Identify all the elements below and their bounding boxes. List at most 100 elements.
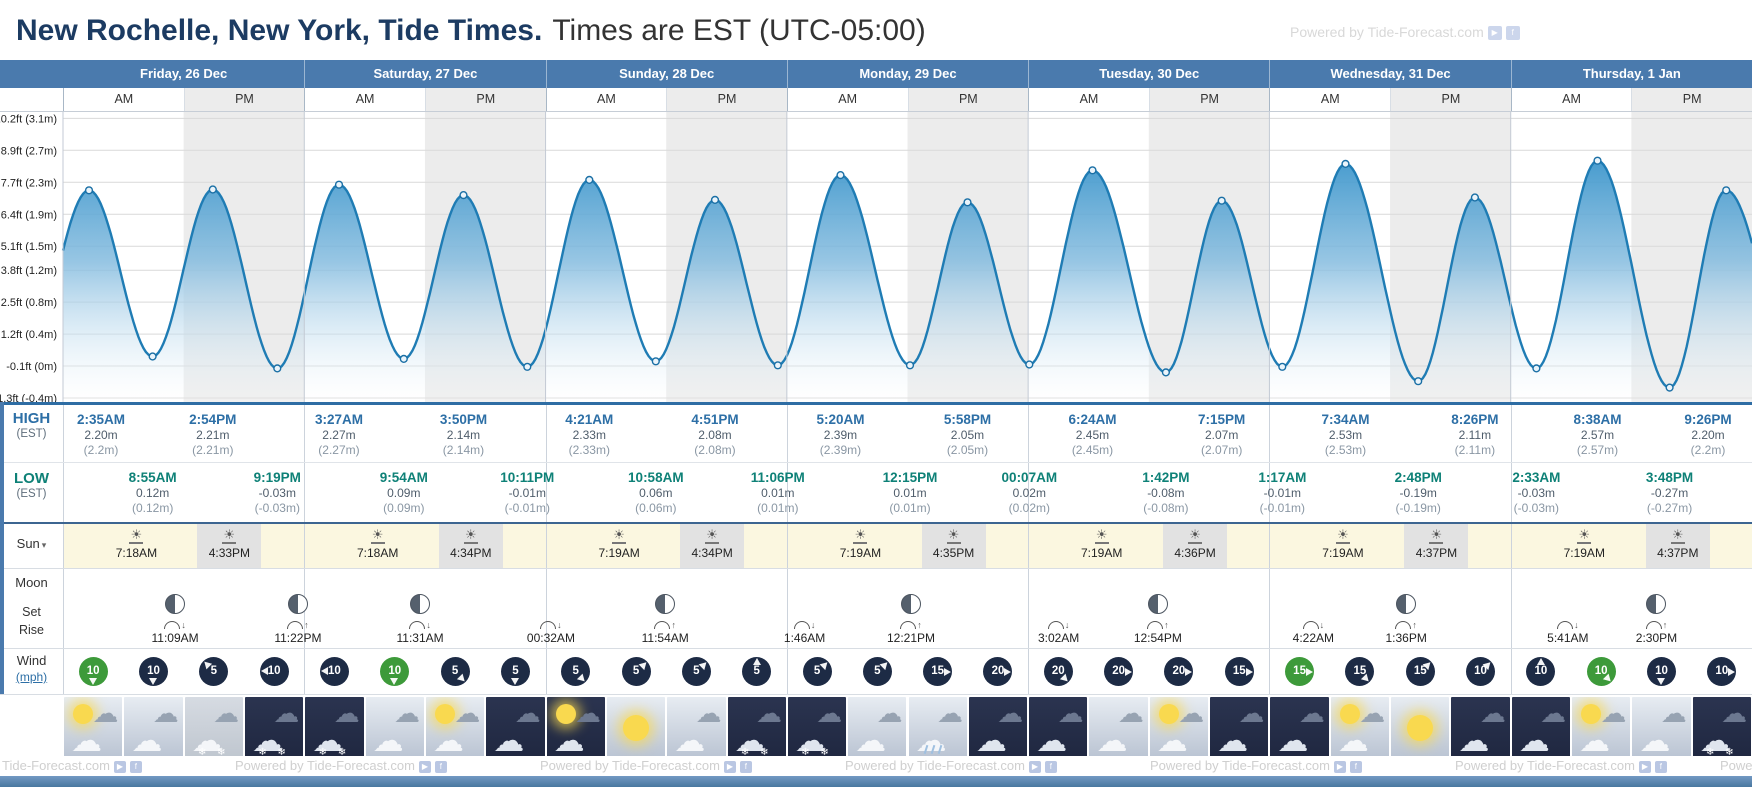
sun-dropdown-icon[interactable]: ▾ [41,540,47,550]
tide-extreme-dot [273,364,282,373]
facebook-icon[interactable]: f [1349,760,1362,773]
tide-extreme-dot [585,175,594,185]
high-tide-height-secondary: (2.53m) [1324,443,1367,457]
tide-curve-chart: 10.2ft (3.1m) 8.9ft (2.7m) 7.7ft (2.3m) 6.4… [0,112,1752,402]
watermark-text: Powered by Tide-Forecast.com [540,758,720,773]
watermark-text: Powered by Tide-Forecast.com [1455,758,1635,773]
footer-watermark[interactable]: Powered by Tide-Forecast.com▶f [1455,758,1667,773]
wind-direction-arrow [380,657,409,686]
video-icon[interactable]: ▶ [1638,760,1651,773]
low-tide-time: 2:48PM [1394,470,1442,485]
day-header-cell: Friday, 26 Dec [140,66,228,81]
wind-speed-badge: 5 [742,657,772,686]
low-tide-height-primary: 0.06m [639,486,673,500]
snowflakes-icon: ❄ ❄ [740,747,773,758]
cloud-back-icon: ☁ [152,698,179,728]
watermark-top[interactable]: Powered by Tide-Forecast.com ▶ f [1290,24,1520,41]
low-tide-height-secondary: (0.01m) [889,501,931,515]
cloud-icon: ☁ [191,723,223,758]
wind-speed-value: 5 [632,665,640,677]
video-icon[interactable]: ▶ [723,760,736,773]
weather-cell: ☁ ☁ [1451,697,1510,759]
low-tide-height-secondary: (0.06m) [635,501,677,515]
moon-phase-icon [1646,594,1667,614]
footer-watermark[interactable]: Powered by Tide-Forecast.com▶f [540,758,752,773]
low-tide-time: 1:42PM [1142,470,1190,485]
weather-cell: ☁ ☁ [486,697,545,759]
moon-phase-icon [287,594,308,614]
moon-set-entry: ↓ 5:41AM [1532,573,1604,646]
footer-watermark[interactable]: Powered by Tide-Forecast.com▶f [1150,758,1362,773]
facebook-icon[interactable]: f [1505,26,1520,41]
y-tick-label: -0.1ft (0m) [6,361,57,373]
moon-rise-time: 11:22PM [274,631,322,645]
cloud-back-icon: ☁ [454,698,481,728]
tide-extreme-dot [84,186,94,195]
wind-speed-badge: 5 [199,657,229,686]
cloud-icon: ☁ [1518,723,1550,758]
cloud-icon: ☁ [432,723,464,758]
cloud-back-icon: ☁ [695,698,722,728]
video-icon[interactable]: ▶ [418,760,431,773]
video-icon[interactable]: ▶ [113,760,126,773]
tide-extreme-dot [905,361,915,370]
tide-extreme-dot [1341,159,1350,169]
sunrise-time: 7:19AM [839,546,882,560]
wind-speed-value: 10 [328,665,341,677]
wind-speed-badge: 20 [1164,657,1194,686]
ampm-cell: PM [183,88,305,111]
watermark-text: Powered by Tide-Forecast.com [1150,758,1330,773]
wind-direction-arrow [1526,657,1555,686]
facebook-icon[interactable]: f [129,760,142,773]
low-tide-height-primary: -0.19m [1399,486,1437,500]
sunrise-icon: ☀ [1095,527,1108,542]
moonset-icon: ↓ [1047,621,1069,630]
wind-speed-badge: 10 [1526,657,1556,686]
y-tick-label: -1.3ft (-0.4m) [0,393,57,402]
video-icon[interactable]: ▶ [1487,26,1502,41]
high-tide-time: 5:20AM [816,412,865,427]
facebook-icon[interactable]: f [739,760,752,773]
weather-cell: ☁ ☁ [1149,697,1209,759]
wind-direction-arrow [501,657,530,686]
video-icon[interactable]: ▶ [1028,760,1041,773]
low-tide-height-secondary: (0.09m) [383,501,425,515]
facebook-icon[interactable]: f [434,760,447,773]
moon-rise-time: 1:36PM [1385,631,1427,645]
tide-extreme-dot [1217,196,1226,205]
facebook-icon[interactable]: f [1044,760,1057,773]
moonset-icon: ↓ [793,621,815,630]
wind-speed-value: 5 [693,665,700,677]
video-icon[interactable]: ▶ [1333,760,1346,773]
ampm-cell: AM [545,88,667,111]
low-tide-row: 8:55AM 0.12m (0.12m) 9:19PM -0.03m (-0.03m) 9:… [0,462,1752,522]
footer-watermark[interactable]: Powered by Tide-Forecast.com▶f [0,758,142,773]
weather-cell: ☁ ☁ [1572,697,1631,759]
wind-direction-arrow [742,657,771,686]
wind-speed-value: 15 [1353,665,1367,677]
sunrise-time: 7:19AM [1322,546,1364,560]
moonrise-icon: ↑ [1645,621,1667,630]
mph-link[interactable]: (mph) [15,670,48,684]
footer-watermark[interactable]: Powered by Tide-Forecast.com▶f [235,758,447,773]
tide-extreme-dot [1025,360,1034,369]
sunset-icon: ☀ [223,527,236,542]
wind-speed-badge: 10 [259,657,289,686]
low-tide-entry: 2:33AM -0.03m (-0.03m) [1486,470,1586,516]
day-separator [1510,524,1512,568]
sun-icon [73,704,93,724]
facebook-icon[interactable]: f [1654,760,1667,773]
watermark-text: Powered by Tide-Forecast.com [1720,758,1752,773]
wind-direction-arrow [1225,657,1254,686]
wind-speed-badge: 10 [1647,657,1677,686]
sunset-time: 4:35PM [932,546,975,560]
footer-watermark[interactable]: Powered by Tide-Forecast.com▶f [1720,758,1752,773]
sunset-time: 4:37PM [1657,546,1699,560]
weather-cell: ☁ ☁ [667,697,726,759]
weather-cell: ☁ ☁ ❄ ❄ [1692,697,1751,759]
weather-cell: ☁ ☁ [1511,697,1571,759]
snowflakes-icon: ❄ ❄ [1706,747,1738,758]
footer-watermark[interactable]: Powered by Tide-Forecast.com▶f [845,758,1057,773]
sunset-time: 4:36PM [1174,546,1216,560]
low-tide-entry: 10:11PM -0.01m (-0.01m) [477,470,577,516]
